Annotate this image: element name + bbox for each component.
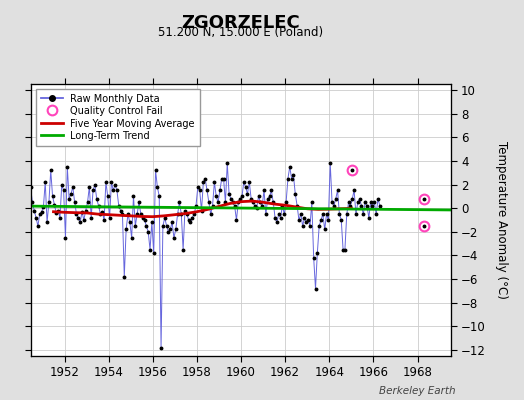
Y-axis label: Temperature Anomaly (°C): Temperature Anomaly (°C)	[495, 141, 508, 299]
Text: ZGORZELEC: ZGORZELEC	[182, 14, 300, 32]
Legend: Raw Monthly Data, Quality Control Fail, Five Year Moving Average, Long-Term Tren: Raw Monthly Data, Quality Control Fail, …	[36, 89, 200, 146]
Text: Berkeley Earth: Berkeley Earth	[379, 386, 456, 396]
Text: 51.200 N, 15.000 E (Poland): 51.200 N, 15.000 E (Poland)	[158, 26, 324, 39]
